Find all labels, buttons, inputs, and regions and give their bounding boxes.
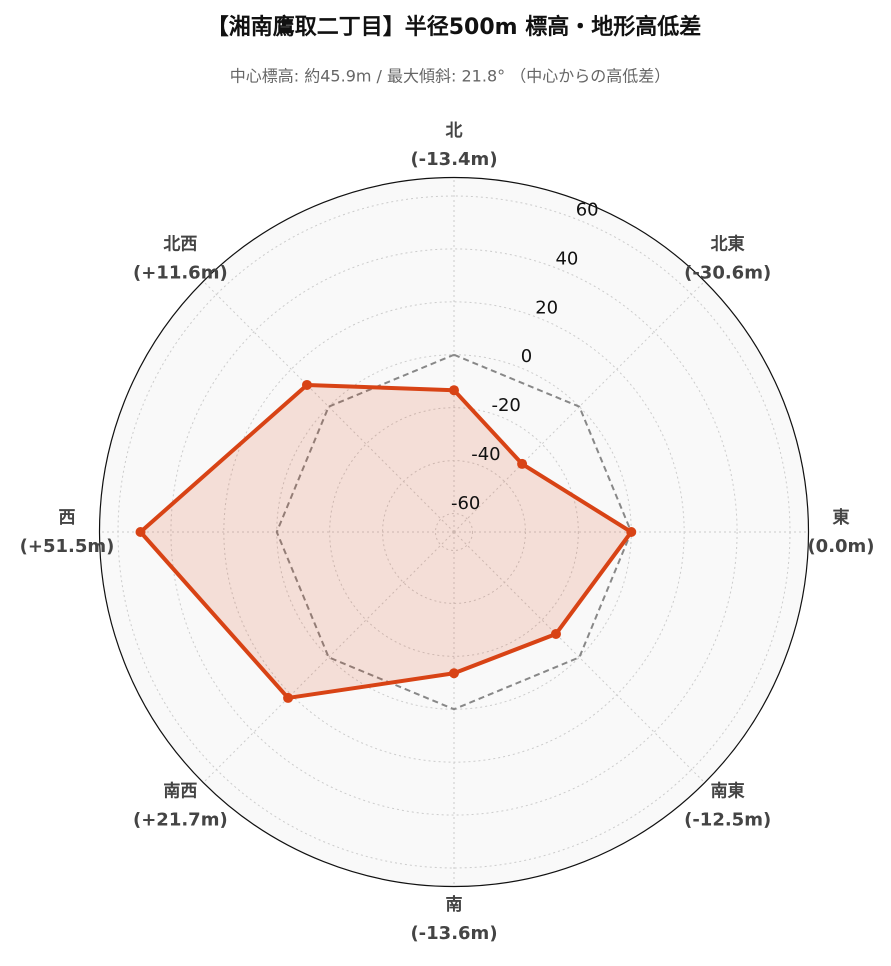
grid-circle [329,407,579,657]
value-label: (+21.7m) [133,810,228,831]
chart-title: 【湘南鷹取二丁目】半径500m 標高・地形高低差 [207,14,702,40]
point [550,628,561,639]
grid-circle [434,512,474,552]
category-label: 東 [833,507,850,528]
plot-border [98,176,810,888]
grid-spoke [202,531,455,784]
category-label: 西 [59,508,76,528]
reference-line [275,353,633,711]
point [301,379,312,390]
r-tick-label: -40 [471,444,500,465]
category-label: 北 [446,121,463,141]
point [449,385,459,396]
grid-circle [170,248,738,816]
point [517,458,528,469]
grid-spoke [453,280,706,533]
point [283,692,294,703]
r-tick-label: -20 [491,395,520,416]
chart-subtitle: 中心標高: 約45.9m / 最大傾斜: 21.8° （中心からの高低差） [230,67,670,86]
category-label: 南西 [163,781,197,802]
r-tick-label: 0 [521,346,532,367]
r-tick-label: 20 [535,297,558,318]
value-label: (-13.6m) [410,923,497,944]
r-tick-label: 60 [576,200,599,221]
value-label: (+11.6m) [133,262,228,283]
category-label: 北西 [163,234,197,254]
grid-spoke [202,280,455,533]
category-label: 北東 [711,233,745,254]
category-label: 南東 [711,781,745,802]
r-tick-label: -60 [451,493,480,514]
grid-spoke [453,531,706,784]
value-label: (-12.5m) [684,810,771,831]
category-label: 南 [446,894,463,915]
value-label: (0.0m) [807,536,874,557]
point [626,527,637,537]
r-tick-label: 40 [555,248,578,269]
point [135,527,146,537]
value-label: (-13.4m) [410,149,497,170]
value-label: (+51.5m) [20,536,115,557]
point [449,668,459,679]
value-label: (-30.6m) [684,262,771,283]
area [140,384,632,698]
